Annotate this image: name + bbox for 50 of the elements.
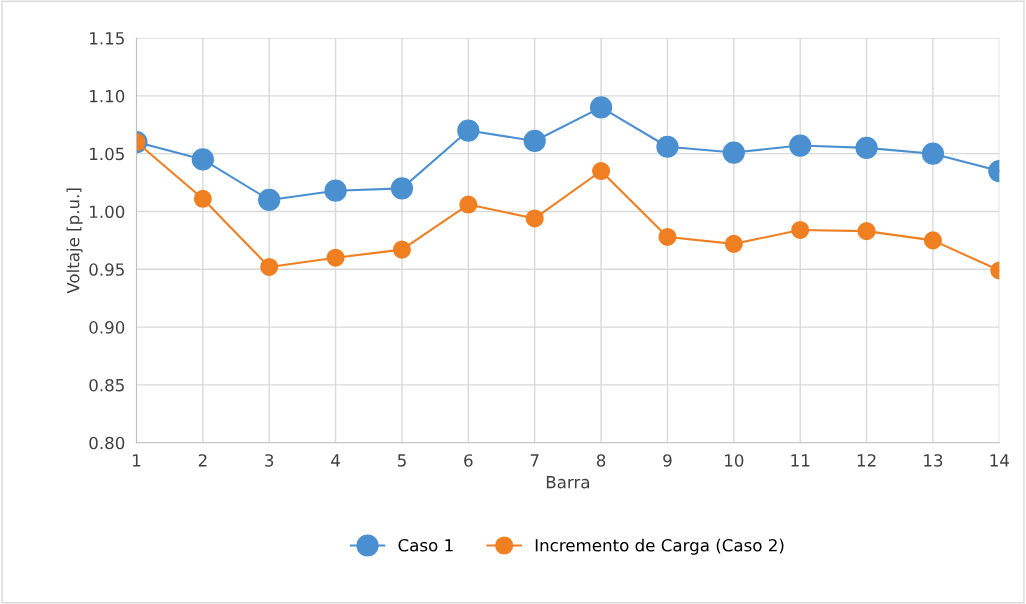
x-tick-label: 6: [464, 454, 473, 467]
point: [656, 135, 679, 158]
point: [324, 179, 347, 202]
y-tick-label: 1.00: [90, 205, 125, 219]
point: [193, 189, 212, 208]
x-tick-label: 8: [596, 454, 606, 467]
x-tick-label: 12: [857, 454, 876, 467]
point: [392, 240, 411, 259]
point: [855, 136, 878, 160]
point: [592, 161, 611, 181]
point: [525, 209, 544, 228]
legend-label: Incremento de Carga (Caso 2): [535, 538, 784, 555]
point: [459, 195, 478, 214]
point: [923, 231, 942, 250]
y-tick-label: 0.80: [89, 436, 125, 450]
point: [724, 234, 743, 253]
x-tick-label: 1: [132, 454, 141, 467]
x-tick-label: 9: [663, 454, 672, 467]
x-tick-label: 11: [791, 454, 810, 467]
point: [722, 141, 745, 164]
legend-label: Caso 1: [398, 538, 453, 552]
x-tick-label: 7: [530, 454, 539, 467]
point: [589, 96, 613, 119]
y-tick-label: 1.15: [90, 32, 124, 45]
x-axis-title: Barra: [546, 476, 590, 489]
x-tick-label: 14: [990, 454, 1009, 467]
y-tick-label: 1.05: [90, 147, 124, 161]
x-tick-label: 2: [198, 454, 207, 467]
x-tick-label: 4: [331, 454, 340, 467]
point: [258, 188, 281, 212]
point: [191, 148, 214, 171]
x-tick-label: 5: [397, 454, 406, 467]
point: [791, 220, 810, 240]
point: [857, 222, 876, 241]
y-tick-label: 0.85: [89, 378, 124, 392]
x-tick-label: 3: [265, 454, 274, 467]
point: [457, 119, 480, 142]
point: [789, 134, 812, 157]
point: [390, 177, 414, 200]
point: [260, 257, 279, 277]
y-tick-label: 0.90: [89, 321, 125, 334]
point: [326, 248, 345, 267]
x-tick-label: 10: [725, 454, 744, 467]
x-tick-label: 13: [924, 454, 943, 467]
y-axis-title: Voltaje [p.u.]: [66, 188, 83, 294]
point: [523, 129, 546, 153]
point: [658, 227, 677, 246]
y-tick-label: 0.95: [89, 263, 124, 276]
y-tick-label: 1.10: [90, 89, 125, 103]
point: [921, 142, 945, 165]
